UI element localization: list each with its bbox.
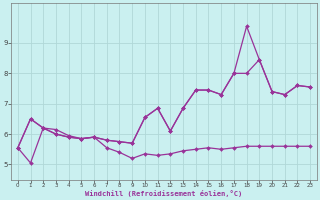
X-axis label: Windchill (Refroidissement éolien,°C): Windchill (Refroidissement éolien,°C) bbox=[85, 190, 243, 197]
